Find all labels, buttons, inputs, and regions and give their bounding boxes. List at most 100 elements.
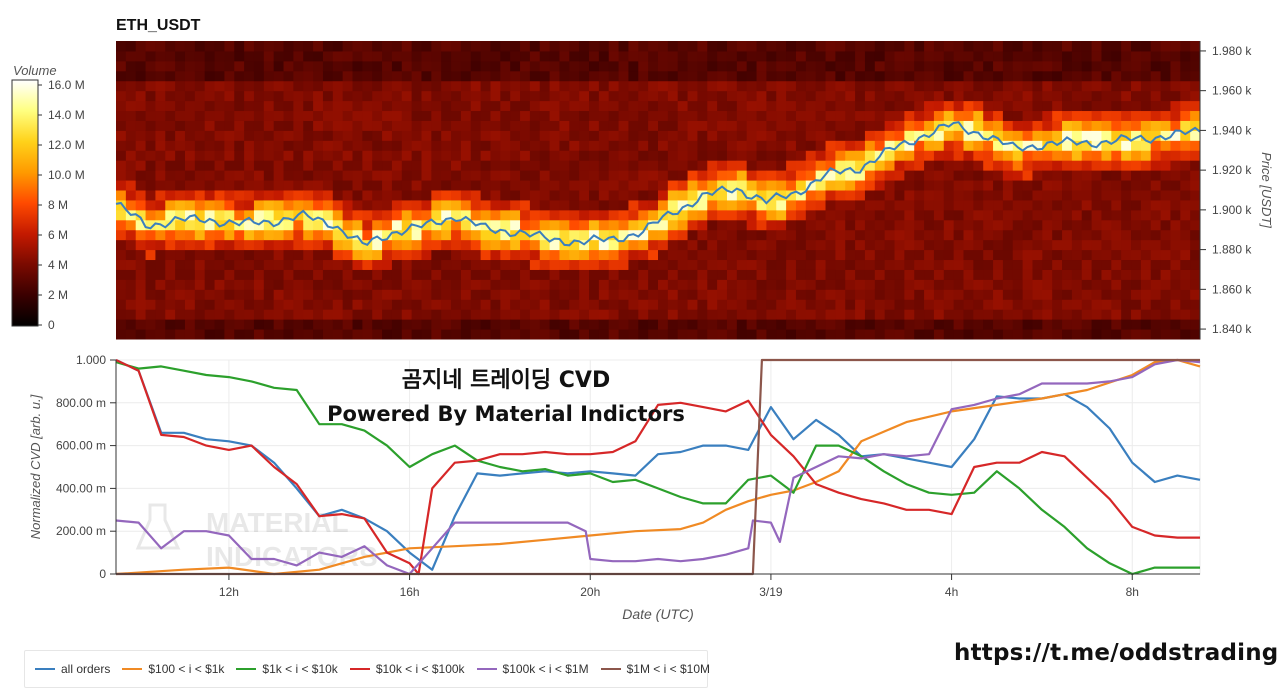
heatmap-cell (1150, 130, 1162, 141)
heatmap-cell (1170, 90, 1181, 102)
heatmap-cell (155, 50, 166, 62)
heatmap-cell (697, 70, 708, 82)
heatmap-cell (805, 90, 817, 102)
heatmap-cell (569, 50, 580, 62)
legend-item[interactable]: $100k < i < $1M (476, 662, 589, 676)
heatmap-cell (342, 219, 354, 231)
heatmap-cell (628, 299, 639, 310)
heatmap-cell (1121, 329, 1132, 340)
heatmap-cell (805, 229, 817, 241)
heatmap-cell (441, 60, 452, 72)
heatmap-cell (421, 219, 432, 231)
heatmap-cell (638, 80, 649, 92)
heatmap-cell (1131, 60, 1142, 72)
credit-link[interactable]: https://t.me/oddstrading2 (954, 640, 1280, 666)
heatmap-cell (658, 130, 669, 141)
heatmap-cell (904, 120, 915, 131)
heatmap-cell (825, 120, 836, 131)
heatmap-cell (401, 329, 413, 340)
heatmap-cell (746, 140, 758, 151)
heatmap-cell (411, 90, 422, 102)
heatmap-cell (874, 120, 886, 131)
heatmap-cell (983, 41, 994, 52)
heatmap-cell (766, 209, 777, 221)
heatmap-cell (953, 130, 964, 141)
heatmap-cell (953, 50, 964, 62)
heatmap-cell (411, 180, 422, 191)
heatmap-cell (746, 289, 758, 300)
heatmap-cell (293, 50, 304, 62)
legend-item[interactable]: $100 < i < $1k (122, 662, 224, 676)
heatmap-cell (815, 150, 827, 161)
legend-item[interactable]: $1k < i < $10k (236, 662, 338, 676)
heatmap-cell (145, 110, 156, 121)
heatmap-cell (618, 279, 629, 290)
heatmap-cell (451, 190, 462, 201)
heatmap-cell (1190, 100, 1201, 112)
heatmap-cell (697, 329, 708, 340)
heatmap-cell (993, 259, 1004, 270)
heatmap-cell (1170, 329, 1181, 340)
heatmap-cell (1111, 160, 1122, 171)
heatmap-cell (500, 50, 511, 62)
legend-item[interactable]: $10k < i < $100k (349, 662, 465, 676)
heatmap-cell (165, 60, 176, 72)
heatmap-cell (914, 80, 925, 92)
heatmap-cell (1062, 239, 1073, 251)
heatmap-cell (1081, 170, 1093, 181)
heatmap-cell (391, 219, 403, 231)
heatmap-cell (1052, 90, 1063, 102)
heatmap-cell (1042, 60, 1053, 72)
heatmap-cell (618, 150, 629, 161)
heatmap-cell (983, 289, 994, 300)
heatmap-cell (638, 259, 649, 270)
heatmap-cell (766, 50, 777, 62)
heatmap-cell (1062, 41, 1073, 52)
heatmap-cell (411, 130, 422, 141)
heatmap-cell (658, 110, 669, 121)
heatmap-cell (717, 160, 728, 171)
heatmap-cell (874, 329, 886, 340)
heatmap-cell (746, 90, 758, 102)
heatmap-cell (608, 150, 620, 161)
colorbar-tick-label: 10.0 M (48, 168, 85, 182)
heatmap-cell (529, 249, 541, 261)
heatmap-cell (589, 150, 600, 161)
heatmap-cell (687, 100, 698, 112)
legend-item[interactable]: all orders (35, 662, 110, 676)
heatmap-cell (441, 219, 452, 231)
heatmap-cell (1071, 100, 1083, 112)
legend-item[interactable]: $1M < i < $10M (600, 662, 710, 676)
heatmap-cell (303, 229, 314, 241)
heatmap-cell (914, 199, 925, 211)
heatmap-cell (372, 180, 383, 191)
heatmap-cell (322, 130, 334, 141)
heatmap-cell (313, 110, 324, 121)
heatmap-cell (421, 41, 432, 52)
heatmap-cell (884, 60, 896, 72)
heatmap-cell (786, 160, 797, 171)
heatmap-cell (1062, 229, 1073, 241)
heatmap-cell (313, 70, 324, 82)
heatmap-cell (411, 309, 422, 320)
heatmap-cell (746, 41, 758, 52)
heatmap-cell (835, 289, 846, 300)
heatmap-cell (520, 70, 531, 82)
heatmap-cell (717, 170, 728, 181)
heatmap-cell (618, 209, 629, 221)
heatmap-cell (362, 319, 373, 330)
heatmap-cell (451, 239, 462, 251)
heatmap-cell (638, 110, 649, 121)
heatmap-cell (894, 269, 905, 280)
heatmap-cell (529, 110, 541, 121)
heatmap-cell (184, 120, 196, 131)
heatmap-cell (303, 319, 314, 330)
heatmap-cell (983, 80, 994, 92)
heatmap-cell (815, 41, 827, 52)
heatmap-cell (825, 269, 836, 280)
heatmap-cell (125, 41, 137, 52)
heatmap-cell (766, 269, 777, 280)
heatmap-cell (322, 209, 334, 221)
heatmap-cell (835, 70, 846, 82)
heatmap-cell (687, 50, 698, 62)
